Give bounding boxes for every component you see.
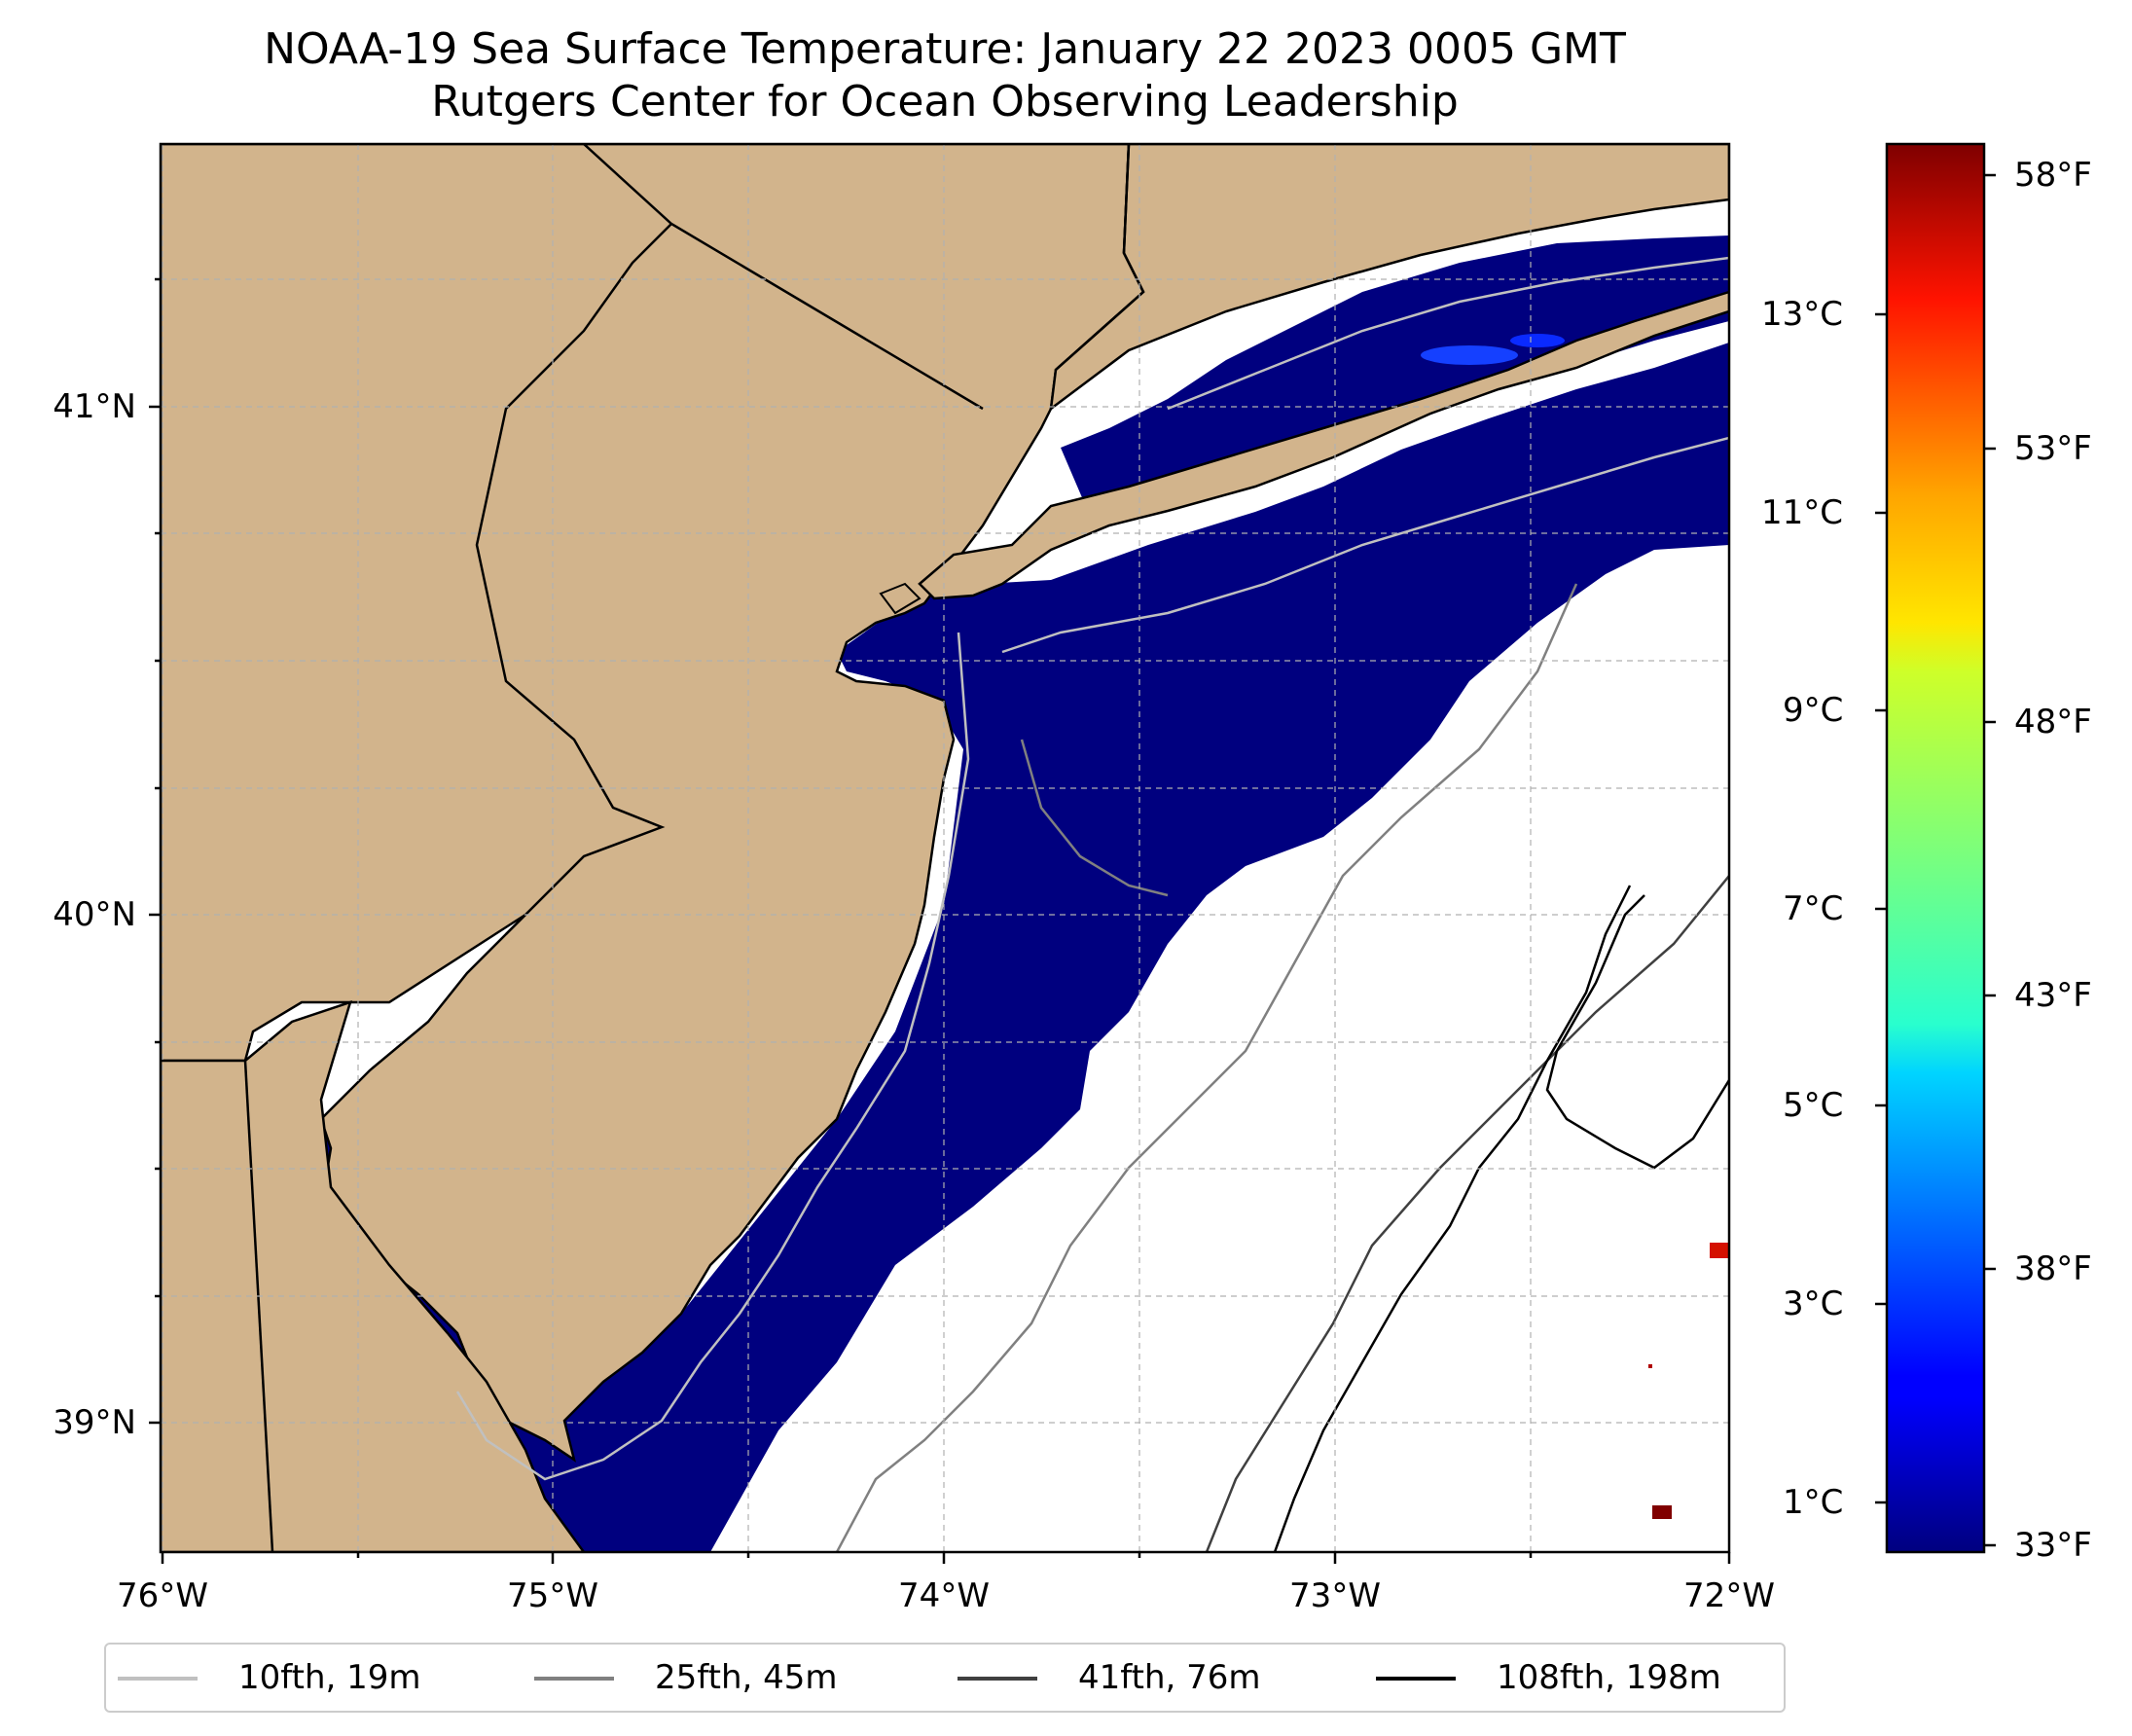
- celsius-tick-label: 1°C: [1783, 1483, 1844, 1522]
- legend-item: 25fth, 45m: [534, 1656, 855, 1699]
- isobath-108fth: [1545, 894, 1729, 1170]
- fahrenheit-tick-label: 33°F: [2014, 1526, 2092, 1565]
- x-tick-label: 72°W: [1683, 1576, 1775, 1615]
- sst-warm-pixels: [1710, 1243, 1729, 1258]
- isobath-10fth: [1001, 436, 1729, 654]
- isobath-25fth: [835, 583, 1578, 1552]
- fahrenheit-tick-label: 43°F: [2014, 976, 2092, 1015]
- isobath-25fth: [1020, 739, 1169, 897]
- celsius-tick-label: 3°C: [1783, 1284, 1844, 1323]
- x-tick-label: 73°W: [1289, 1576, 1381, 1615]
- isobath-10fth: [1167, 256, 1729, 411]
- sst-warm-spot: [1510, 334, 1565, 347]
- sst-long-island-sound: [1061, 235, 1729, 516]
- fahrenheit-tick-label: 38°F: [2014, 1249, 2092, 1288]
- legend-label: 108fth, 198m: [1497, 1658, 1721, 1697]
- isobath-41fth: [1205, 875, 1729, 1552]
- celsius-tick-label: 7°C: [1783, 889, 1844, 928]
- legend-item: 108fth, 198m: [1376, 1656, 1775, 1699]
- isobath-108fth: [1273, 885, 1632, 1552]
- legend-swatch: [118, 1677, 198, 1681]
- celsius-tick-label: 11°C: [1761, 493, 1844, 532]
- colorbar-ticks: [1875, 173, 1996, 1547]
- isobath-legend: 10fth, 19m 25fth, 45m 41fth, 76m 108fth,…: [104, 1643, 1786, 1713]
- legend-swatch: [534, 1677, 614, 1681]
- sst-warm-pixels: [1652, 1505, 1672, 1519]
- x-tick-label: 75°W: [507, 1576, 598, 1615]
- chart-title: NOAA-19 Sea Surface Temperature: January…: [264, 24, 1626, 74]
- celsius-tick-label: 5°C: [1783, 1086, 1844, 1125]
- y-tick-label: 40°N: [53, 895, 136, 934]
- state-boundary: [1055, 144, 1145, 371]
- legend-item: 10fth, 19m: [118, 1656, 439, 1699]
- sst-delaware-bay: [326, 1129, 662, 1552]
- fahrenheit-tick-label: 48°F: [2014, 703, 2092, 741]
- sst-warm-spot: [1421, 345, 1518, 365]
- chart-subtitle: Rutgers Center for Ocean Observing Leade…: [431, 77, 1459, 127]
- legend-label: 41fth, 76m: [1078, 1658, 1261, 1697]
- fahrenheit-tick-label: 53°F: [2014, 429, 2092, 468]
- land-long-island: [918, 290, 1729, 600]
- legend-item: 41fth, 76m: [958, 1656, 1279, 1699]
- legend-swatch: [1376, 1677, 1456, 1681]
- land-delmarva: [161, 1000, 586, 1552]
- colorbar: [1885, 142, 1986, 1554]
- axis-ticks: [149, 277, 1731, 1564]
- legend-label: 25fth, 45m: [655, 1658, 838, 1697]
- isobath-10fth: [455, 632, 970, 1481]
- celsius-tick-label: 13°C: [1761, 295, 1844, 334]
- y-tick-label: 41°N: [53, 387, 136, 426]
- x-tick-label: 74°W: [898, 1576, 990, 1615]
- state-boundary: [243, 1060, 274, 1552]
- state-boundary: [475, 223, 672, 935]
- fahrenheit-tick-label: 58°F: [2014, 156, 2092, 195]
- celsius-tick-label: 9°C: [1783, 691, 1844, 730]
- land-staten-island: [879, 582, 921, 615]
- legend-label: 10fth, 19m: [238, 1658, 421, 1697]
- sst-warm-pixels: [1648, 1364, 1652, 1368]
- gridlines: [161, 144, 1729, 1552]
- y-tick-label: 39°N: [53, 1403, 136, 1442]
- legend-swatch: [958, 1677, 1037, 1681]
- sst-cold-water: [326, 343, 1729, 1552]
- x-tick-label: 76°W: [117, 1576, 208, 1615]
